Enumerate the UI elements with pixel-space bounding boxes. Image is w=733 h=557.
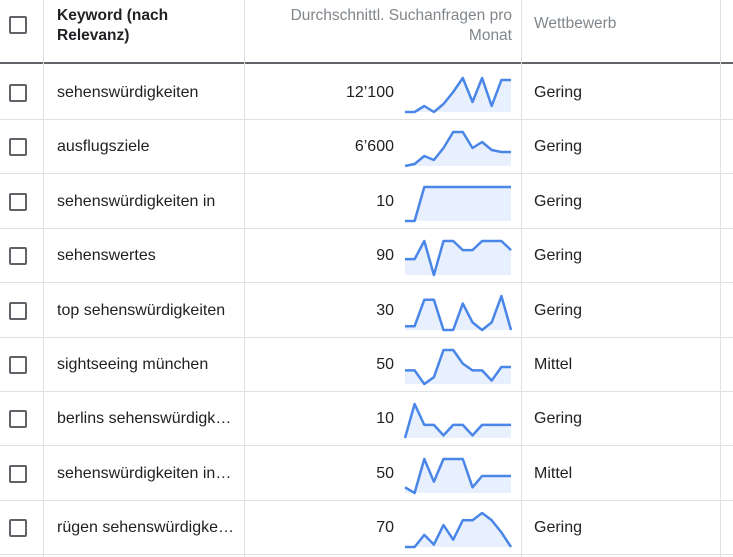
trend-sparkline [404,131,511,168]
column-divider [244,0,245,557]
sparkline-line [405,239,512,277]
keyword-text: rügen sehenswürdigkeiten [57,519,235,537]
column-header-avg-searches[interactable]: Durchschnittl. Suchanfragen pro Monat [290,7,512,44]
keyword-text: sightseeing münchen [57,356,209,373]
avg-searches-value: 10 [376,410,394,428]
table-row[interactable]: sehenswürdigkeiten in berlin 50 Mittel [0,447,733,501]
avg-searches-value: 12’100 [345,84,394,101]
trend-sparkline [405,239,512,277]
column-divider [720,0,721,557]
keyword-text: sehenswürdigkeiten in [57,192,216,210]
sparkline-area [405,458,511,493]
trend-sparkline [405,511,512,549]
competition-value: Mittel [534,464,573,482]
row-checkbox[interactable] [9,519,27,538]
trend-sparkline [405,294,512,331]
competition-value: Gering [534,138,583,156]
sparkline-area [405,186,511,221]
competition-value: Gering [534,84,583,101]
sparkline-line [405,348,511,386]
sparkline-area [405,295,511,330]
row-checkbox[interactable] [9,247,27,266]
column-header-competition[interactable]: Wettbewerb [534,15,617,32]
select-all-checkbox[interactable] [9,16,27,34]
avg-searches-value: 90 [376,247,394,265]
trend-sparkline [405,348,511,386]
table-header: Keyword (nach Relevanz) Durchschnittl. S… [0,0,733,64]
trend-sparkline [404,457,511,495]
table-row[interactable]: rügen sehenswürdigkeiten 70 Gering [0,501,733,556]
row-checkbox[interactable] [9,138,27,157]
competition-value: Gering [534,410,583,428]
competition-value: Gering [534,247,583,265]
sparkline-line [405,511,512,549]
table-row[interactable]: sehenswürdigkeiten 12’100 Gering [0,66,733,120]
sparkline-line [404,457,511,495]
trend-sparkline [404,403,511,439]
table-row[interactable]: berlins sehenswürdigkeiten 10 Gering [0,392,733,447]
keyword-text: sehenswertes [57,247,156,265]
avg-searches-value: 10 [376,192,394,210]
table-row[interactable]: top sehenswürdigkeiten 30 Gering [0,284,733,338]
sparkline-line [404,403,511,439]
table-row[interactable]: ausflugsziele 6’600 Gering [0,120,733,175]
avg-searches-value: 70 [376,519,394,537]
keyword-text: ausflugsziele [57,138,150,156]
row-checkbox[interactable] [9,410,27,429]
trend-sparkline [405,185,511,223]
column-header-keyword[interactable]: Keyword (nach Relevanz) [57,7,169,44]
avg-searches-value: 50 [376,356,394,373]
row-checkbox[interactable] [9,192,27,211]
keyword-text: berlins sehenswürdigkeiten [57,410,235,428]
avg-searches-value: 30 [376,301,394,319]
sparkline-line [405,294,512,331]
sparkline-area [405,241,511,276]
competition-value: Gering [534,192,583,210]
keyword-text: sehenswürdigkeiten [57,84,199,101]
row-checkbox[interactable] [9,301,27,320]
avg-searches-value: 50 [376,464,394,482]
table-row[interactable]: sehenswertes 90 Gering [0,229,733,284]
trend-sparkline [405,76,511,114]
sparkline-area [405,404,511,439]
table-row[interactable]: sehenswürdigkeiten in 10 Gering [0,175,733,229]
sparkline-area [405,132,511,167]
keyword-text: top sehenswürdigkeiten [57,301,226,319]
competition-value: Gering [534,519,583,537]
column-divider [521,0,522,557]
competition-value: Gering [534,301,583,319]
competition-value: Mittel [534,356,573,373]
sparkline-line [404,131,511,168]
table-row[interactable]: sightseeing münchen 50 Mittel [0,338,733,392]
column-divider [43,0,44,557]
row-checkbox[interactable] [9,84,27,102]
keyword-text: sehenswürdigkeiten in berlin [57,464,235,482]
row-checkbox[interactable] [9,356,27,374]
sparkline-line [405,185,511,223]
sparkline-line [405,76,511,114]
sparkline-area [405,350,511,384]
row-checkbox[interactable] [9,464,27,483]
avg-searches-value: 6’600 [354,138,394,156]
